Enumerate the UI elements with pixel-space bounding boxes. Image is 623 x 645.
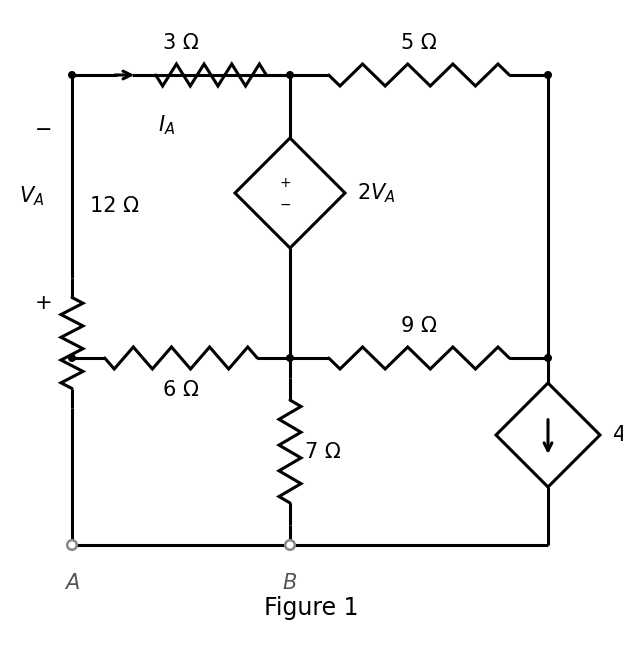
Circle shape	[287, 72, 293, 78]
Text: +: +	[279, 176, 291, 190]
Text: Figure 1: Figure 1	[264, 596, 358, 620]
Text: $V_A$: $V_A$	[19, 184, 45, 208]
Text: 12 Ω: 12 Ω	[90, 197, 139, 217]
Circle shape	[67, 541, 77, 550]
Text: 6 Ω: 6 Ω	[163, 380, 199, 400]
Text: +: +	[35, 293, 53, 313]
Text: A: A	[65, 573, 79, 593]
Circle shape	[285, 541, 295, 550]
Circle shape	[69, 355, 75, 361]
Text: −: −	[36, 120, 53, 140]
Circle shape	[287, 355, 293, 361]
Circle shape	[545, 72, 551, 78]
Circle shape	[545, 355, 551, 361]
Text: 5 Ω: 5 Ω	[401, 33, 437, 53]
Text: −: −	[279, 198, 291, 212]
Text: $I_A$: $I_A$	[158, 113, 176, 137]
Text: 9 Ω: 9 Ω	[401, 316, 437, 336]
Text: 3 Ω: 3 Ω	[163, 33, 199, 53]
Text: B: B	[283, 573, 297, 593]
Circle shape	[69, 72, 75, 78]
Text: $4I_A$: $4I_A$	[612, 423, 623, 447]
Text: $2V_A$: $2V_A$	[357, 181, 396, 205]
Text: 7 Ω: 7 Ω	[305, 441, 341, 462]
